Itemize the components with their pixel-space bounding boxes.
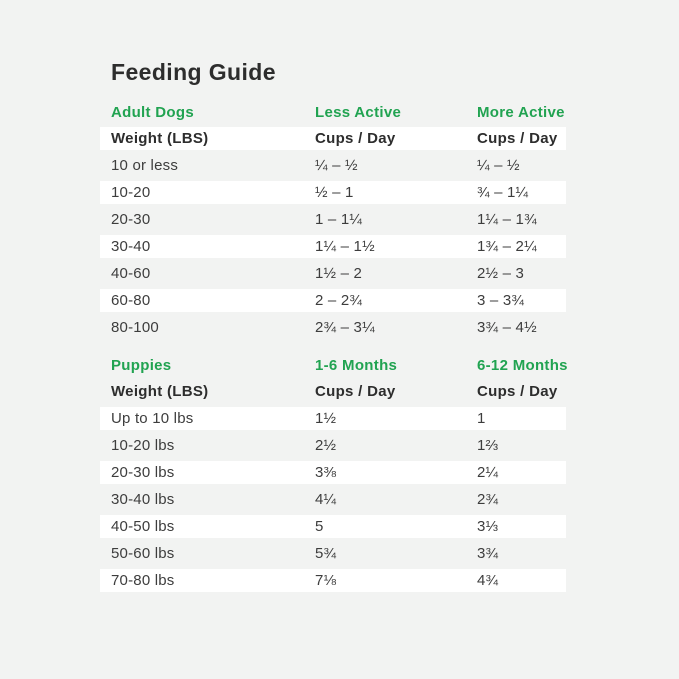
more-active-header: More Active [477,104,565,121]
less-active-cell: 1¼ – 1½ [315,238,375,255]
months-6-12-cell: 1⅔ [477,437,499,454]
table-row: Up to 10 lbs 1½ 1 [100,407,566,430]
months-1-6-cell: 7⅛ [315,572,337,589]
cups-day-column-header: Cups / Day [315,130,396,147]
months-1-6-cell: 4¼ [315,491,337,508]
more-active-cell: 2½ – 3 [477,265,525,282]
cups-day-column-header: Cups / Day [477,130,558,147]
weight-cell: 20-30 lbs [111,464,175,481]
weight-cell: Up to 10 lbs [111,410,194,427]
less-active-cell: ¼ – ½ [315,157,358,174]
months-6-12-cell: 2¾ [477,491,499,508]
less-active-cell: ½ – 1 [315,184,354,201]
months-1-6-cell: 1½ [315,410,337,427]
table-row: 20-30 lbs 3⅜ 2¼ [100,461,566,484]
months-6-12-cell: 3⅓ [477,518,499,535]
table-row: 50-60 lbs 5¾ 3¾ [100,542,566,565]
adult-column-header-row: Weight (LBS) Cups / Day Cups / Day [100,127,566,150]
weight-cell: 50-60 lbs [111,545,175,562]
weight-cell: 10-20 lbs [111,437,175,454]
months-1-6-cell: 2½ [315,437,337,454]
more-active-cell: 3 – 3¾ [477,292,525,309]
months-6-12-header: 6-12 Months [477,357,568,374]
cups-day-column-header: Cups / Day [315,383,396,400]
table-row: 10 or less ¼ – ½ ¼ – ½ [100,154,566,177]
less-active-cell: 2 – 2¾ [315,292,363,309]
weight-cell: 40-60 [111,265,151,282]
table-row: 30-40 lbs 4¼ 2¾ [100,488,566,511]
months-6-12-cell: 3¾ [477,545,499,562]
content-area: Feeding Guide Adult Dogs Less Active Mor… [100,58,568,596]
less-active-cell: 1½ – 2 [315,265,363,282]
months-6-12-cell: 2¼ [477,464,499,481]
table-row: 80-100 2¾ – 3¼ 3¾ – 4½ [100,316,566,339]
puppies-header: Puppies [111,357,172,374]
weight-column-header: Weight (LBS) [111,383,209,400]
months-1-6-cell: 5¾ [315,545,337,562]
months-1-6-cell: 5 [315,518,324,535]
adult-dogs-table: Adult Dogs Less Active More Active Weigh… [100,101,566,339]
months-6-12-cell: 4¾ [477,572,499,589]
weight-column-header: Weight (LBS) [111,130,209,147]
less-active-header: Less Active [315,104,402,121]
table-row: 40-50 lbs 5 3⅓ [100,515,566,538]
table-row: 10-20 ½ – 1 ¾ – 1¼ [100,181,566,204]
cups-day-column-header: Cups / Day [477,383,558,400]
weight-cell: 10 or less [111,157,179,174]
puppies-column-header-row: Weight (LBS) Cups / Day Cups / Day [100,380,566,403]
page-title: Feeding Guide [111,59,276,85]
more-active-cell: ¾ – 1¼ [477,184,529,201]
table-row: 30-40 1¼ – 1½ 1¾ – 2¼ [100,235,566,258]
weight-cell: 60-80 [111,292,151,309]
less-active-cell: 1 – 1¼ [315,211,363,228]
weight-cell: 40-50 lbs [111,518,175,535]
weight-cell: 10-20 [111,184,151,201]
adult-dogs-header: Adult Dogs [111,104,194,121]
months-1-6-cell: 3⅜ [315,464,337,481]
table-row: 60-80 2 – 2¾ 3 – 3¾ [100,289,566,312]
more-active-cell: 3¾ – 4½ [477,319,537,336]
weight-cell: 70-80 lbs [111,572,175,589]
weight-cell: 20-30 [111,211,151,228]
table-row: 20-30 1 – 1¼ 1¼ – 1¾ [100,208,566,231]
more-active-cell: 1¾ – 2¼ [477,238,537,255]
more-active-cell: ¼ – ½ [477,157,520,174]
puppies-section-header-row: Puppies 1-6 Months 6-12 Months [100,354,568,377]
table-row: 70-80 lbs 7⅛ 4¾ [100,569,566,592]
table-row: 40-60 1½ – 2 2½ – 3 [100,262,566,285]
adult-section-header-row: Adult Dogs Less Active More Active [100,101,566,124]
months-1-6-header: 1-6 Months [315,357,398,374]
more-active-cell: 1¼ – 1¾ [477,211,537,228]
table-row: 10-20 lbs 2½ 1⅔ [100,434,566,457]
months-6-12-cell: 1 [477,410,486,427]
less-active-cell: 2¾ – 3¼ [315,319,375,336]
weight-cell: 80-100 [111,319,159,336]
puppies-table: Puppies 1-6 Months 6-12 Months Weight (L… [100,354,568,592]
weight-cell: 30-40 lbs [111,491,175,508]
weight-cell: 30-40 [111,238,151,255]
